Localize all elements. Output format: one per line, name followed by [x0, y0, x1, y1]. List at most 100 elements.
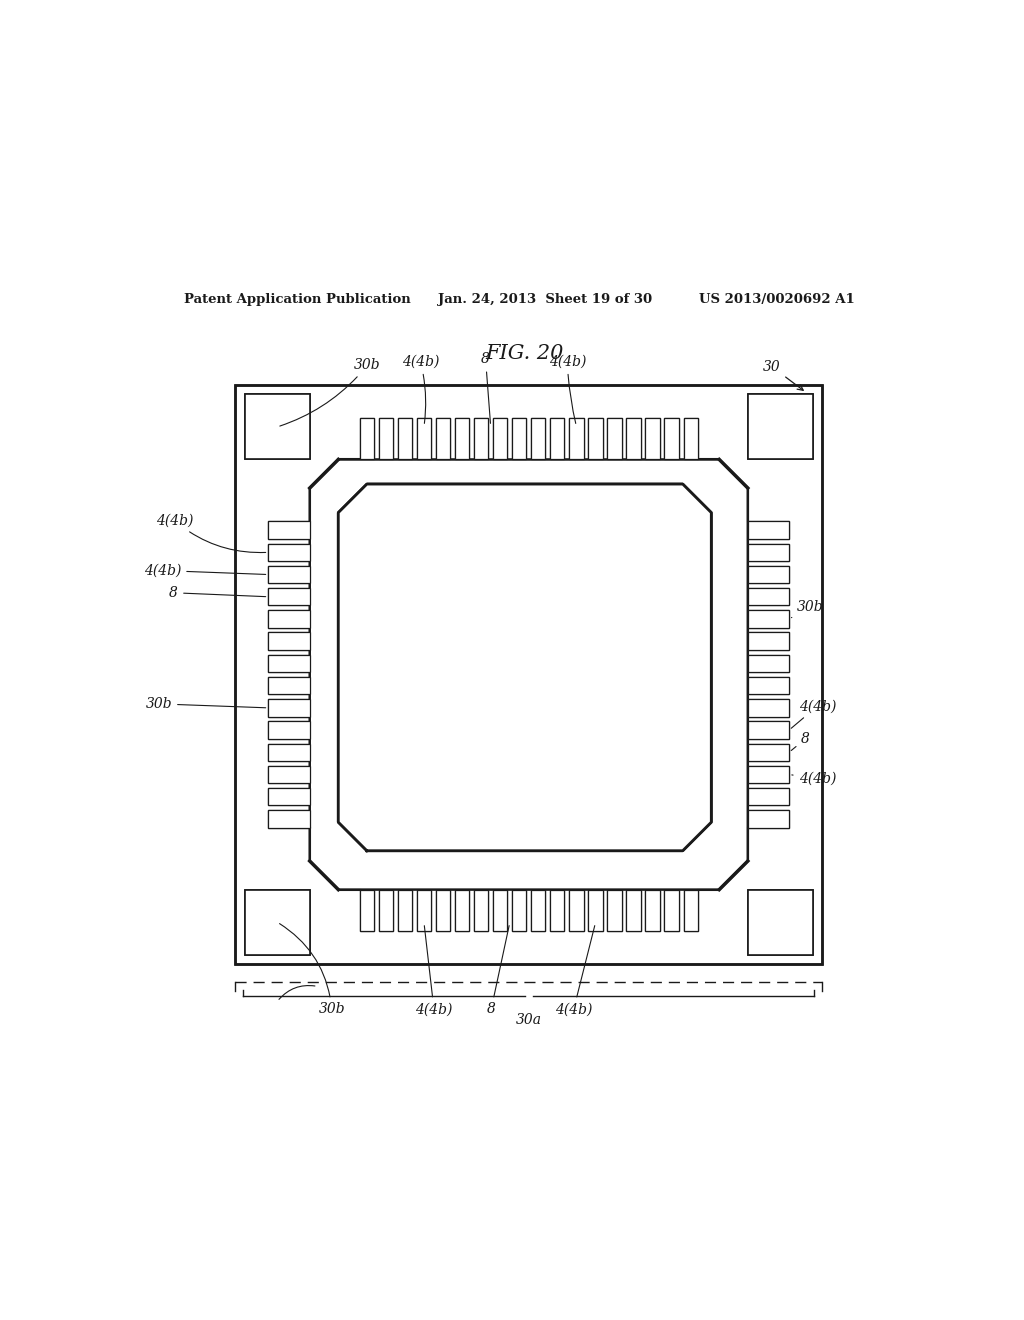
Bar — [748, 721, 790, 739]
Bar — [417, 418, 431, 459]
Bar — [607, 890, 622, 931]
Bar — [268, 721, 309, 739]
Bar — [494, 890, 507, 931]
Polygon shape — [338, 484, 712, 850]
Bar — [748, 890, 813, 954]
Bar — [607, 418, 622, 459]
Bar — [268, 544, 309, 561]
Bar — [436, 418, 451, 459]
Text: 30: 30 — [763, 359, 803, 391]
Bar — [627, 418, 641, 459]
Bar — [474, 890, 488, 931]
Text: 8: 8 — [486, 925, 509, 1016]
Text: 4(4b): 4(4b) — [792, 771, 836, 785]
Bar — [748, 587, 790, 606]
Bar — [550, 418, 564, 459]
Bar — [359, 418, 374, 459]
Bar — [748, 521, 790, 539]
Bar — [569, 418, 584, 459]
Bar — [417, 890, 431, 931]
Bar — [748, 700, 790, 717]
Polygon shape — [338, 484, 712, 850]
Bar — [494, 418, 507, 459]
Bar — [359, 890, 374, 931]
Text: Patent Application Publication: Patent Application Publication — [183, 293, 411, 306]
Bar — [748, 655, 790, 672]
Bar — [359, 890, 374, 931]
Text: 30b: 30b — [280, 924, 345, 1016]
Bar — [588, 890, 602, 931]
Bar — [268, 655, 309, 672]
Bar — [665, 418, 679, 459]
Bar — [512, 418, 526, 459]
Bar — [531, 890, 546, 931]
Bar — [627, 890, 641, 931]
Bar — [748, 395, 813, 459]
Bar — [627, 418, 641, 459]
Bar — [268, 632, 309, 649]
Bar — [455, 890, 469, 931]
Text: 4(4b): 4(4b) — [549, 355, 586, 424]
Bar — [397, 890, 412, 931]
Bar — [550, 890, 564, 931]
Bar — [531, 418, 546, 459]
Bar — [236, 385, 822, 964]
Bar — [684, 418, 697, 459]
Bar — [268, 810, 309, 828]
Bar — [748, 610, 790, 628]
Bar — [569, 890, 584, 931]
Bar — [436, 890, 451, 931]
Bar — [645, 418, 659, 459]
Bar — [397, 418, 412, 459]
Bar — [550, 418, 564, 459]
Bar — [268, 700, 309, 717]
Text: 4(4b): 4(4b) — [156, 513, 265, 553]
Text: 4(4b): 4(4b) — [792, 700, 836, 729]
Bar — [268, 587, 309, 606]
Bar — [379, 890, 393, 931]
Bar — [268, 743, 309, 762]
Text: 8: 8 — [481, 352, 490, 424]
Bar — [645, 890, 659, 931]
Bar — [748, 677, 790, 694]
Bar — [455, 890, 469, 931]
Text: 8: 8 — [792, 731, 810, 751]
Bar — [268, 544, 309, 561]
Bar — [379, 890, 393, 931]
Text: 30b: 30b — [792, 601, 823, 618]
Bar — [748, 677, 790, 694]
Bar — [748, 766, 790, 783]
Bar — [748, 721, 790, 739]
Bar — [748, 521, 790, 539]
Bar — [748, 655, 790, 672]
Bar — [588, 890, 602, 931]
Bar — [268, 610, 309, 628]
Bar — [665, 890, 679, 931]
Bar — [268, 655, 309, 672]
Bar — [417, 890, 431, 931]
Bar — [245, 395, 309, 459]
Bar — [748, 700, 790, 717]
Bar — [531, 418, 546, 459]
Bar — [268, 766, 309, 783]
Bar — [379, 418, 393, 459]
Bar — [748, 587, 790, 606]
Bar — [607, 890, 622, 931]
Bar — [474, 418, 488, 459]
Bar — [748, 743, 790, 762]
Bar — [748, 395, 813, 459]
Bar — [268, 566, 309, 583]
Bar — [748, 632, 790, 649]
Text: Jan. 24, 2013  Sheet 19 of 30: Jan. 24, 2013 Sheet 19 of 30 — [437, 293, 651, 306]
Bar — [268, 632, 309, 649]
Bar — [236, 385, 822, 964]
Bar — [627, 890, 641, 931]
Bar — [512, 418, 526, 459]
Text: 30b: 30b — [280, 358, 381, 426]
Bar — [531, 890, 546, 931]
Bar — [268, 700, 309, 717]
Bar — [245, 890, 309, 954]
Bar — [748, 544, 790, 561]
Bar — [268, 721, 309, 739]
Bar — [417, 418, 431, 459]
